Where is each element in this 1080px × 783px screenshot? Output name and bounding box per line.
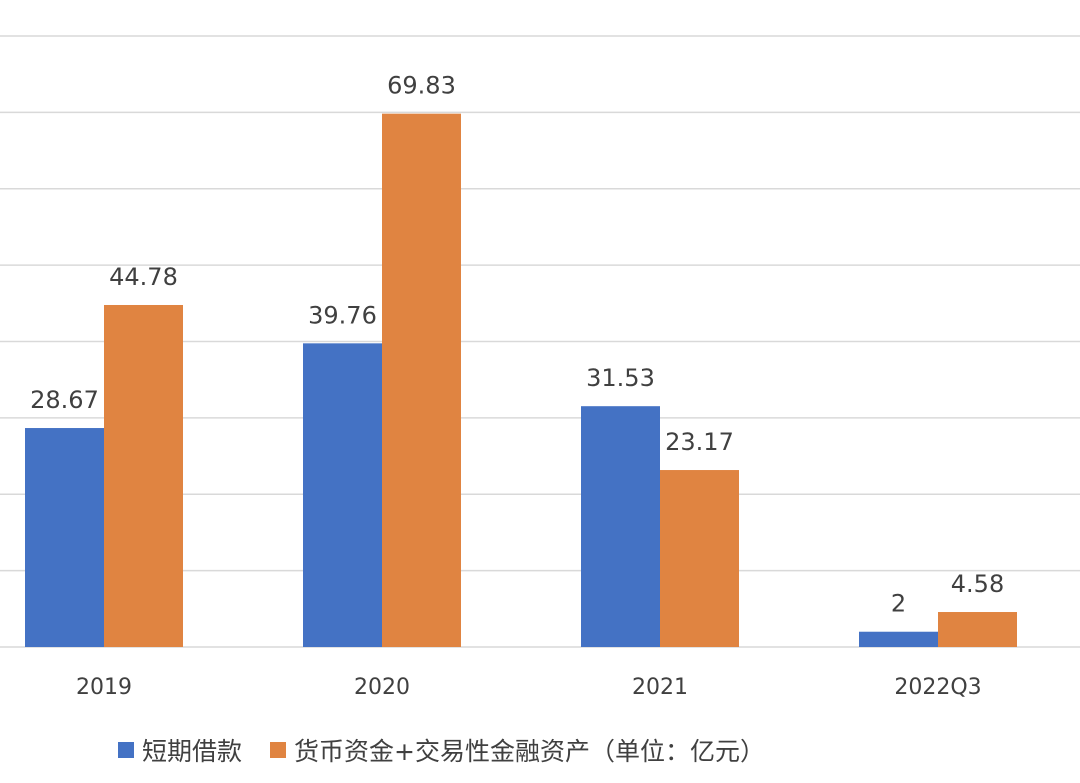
legend-item-cash-assets: 货币资金+交易性金融资产（单位：亿元） <box>270 732 765 768</box>
data-label-2021-series-0: 31.53 <box>586 364 655 392</box>
legend-swatch-orange <box>270 742 287 758</box>
x-tick-2020: 2020 <box>354 675 410 700</box>
data-label-2022Q3-series-0: 2 <box>891 590 906 618</box>
x-tick-2021: 2021 <box>632 675 688 700</box>
bar-2019-series-1 <box>104 304 183 647</box>
bar-2022Q3-series-1 <box>938 612 1017 647</box>
data-label-2019-series-0: 28.67 <box>30 386 99 414</box>
bar-2020-series-1 <box>382 113 461 647</box>
bar-2021-series-0 <box>581 406 660 647</box>
bar-2021-series-1 <box>660 470 739 647</box>
data-label-2019-series-1: 44.78 <box>109 263 178 291</box>
bar-chart: 28.67 44.78 39.76 69.83 31.53 23.17 2 4.58 2019… <box>0 35 1080 700</box>
data-labels: 28.67 44.78 39.76 69.83 31.53 23.17 2 4.58 <box>30 72 1004 618</box>
legend-label-cash-assets: 货币资金+交易性金融资产（单位：亿元） <box>294 737 765 766</box>
legend-swatch-blue <box>118 742 134 758</box>
x-axis-ticks: 2019 2020 2021 2022Q3 <box>76 675 982 700</box>
data-label-2020-series-0: 39.76 <box>308 301 377 329</box>
bars <box>25 113 1017 647</box>
legend-item-short-term-loans: 短期借款 <box>118 732 242 768</box>
x-tick-2019: 2019 <box>76 675 132 700</box>
data-label-2020-series-1: 69.83 <box>387 72 456 100</box>
data-label-2021-series-1: 23.17 <box>665 428 734 456</box>
legend-label-short-term-loans: 短期借款 <box>142 737 243 766</box>
data-label-2022Q3-series-1: 4.58 <box>951 570 1004 598</box>
bar-2020-series-0 <box>303 343 382 647</box>
bar-2019-series-0 <box>25 428 104 647</box>
legend: 短期借款 货币资金+交易性金融资产（单位：亿元） <box>118 732 793 768</box>
x-tick-2022Q3: 2022Q3 <box>894 675 981 700</box>
bar-2022Q3-series-0 <box>859 631 938 647</box>
